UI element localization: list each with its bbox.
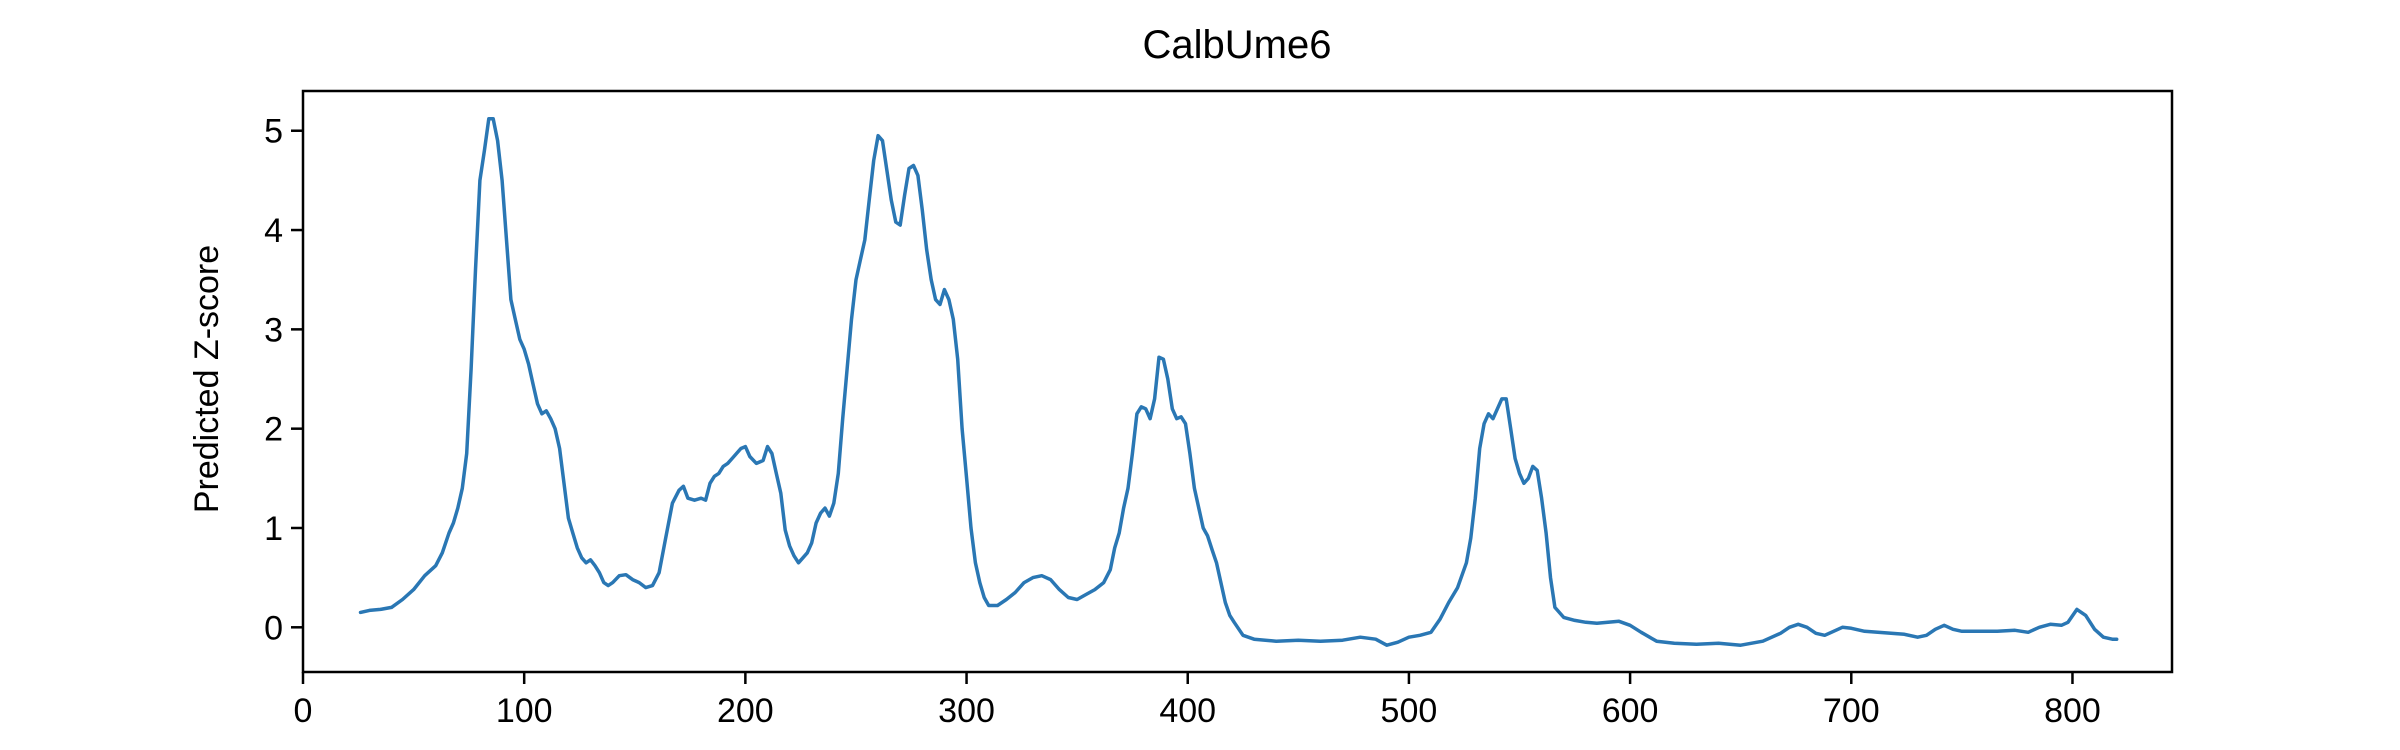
x-tick-label: 800: [2044, 692, 2101, 730]
x-tick-label: 500: [1381, 692, 1438, 730]
y-tick-label: 1: [264, 510, 283, 548]
plot-frame: [301, 89, 2174, 674]
y-tick-label: 3: [264, 311, 283, 349]
chart-title: CalbUme6: [1143, 23, 1332, 67]
series-line-0: [358, 117, 2119, 647]
x-tick-label: 100: [496, 692, 553, 730]
x-tick-label: 300: [938, 692, 995, 730]
y-axis: 0 1 2 3 4 5: [264, 113, 303, 647]
x-tick-label: 600: [1602, 692, 1659, 730]
x-axis: 0 100 200 300 400 500 600 700 800: [294, 672, 2101, 730]
plot-area: [358, 117, 2119, 647]
x-tick-label: 700: [1823, 692, 1880, 730]
x-tick-label: 0: [294, 692, 313, 730]
y-axis-label: Predicted Z-score: [188, 245, 226, 513]
y-tick-label: 2: [264, 411, 283, 449]
y-tick-label: 5: [264, 113, 283, 151]
y-tick-label: 4: [264, 212, 283, 250]
x-tick-label: 400: [1159, 692, 1216, 730]
x-tick-label: 200: [717, 692, 774, 730]
y-tick-label: 0: [264, 609, 283, 647]
